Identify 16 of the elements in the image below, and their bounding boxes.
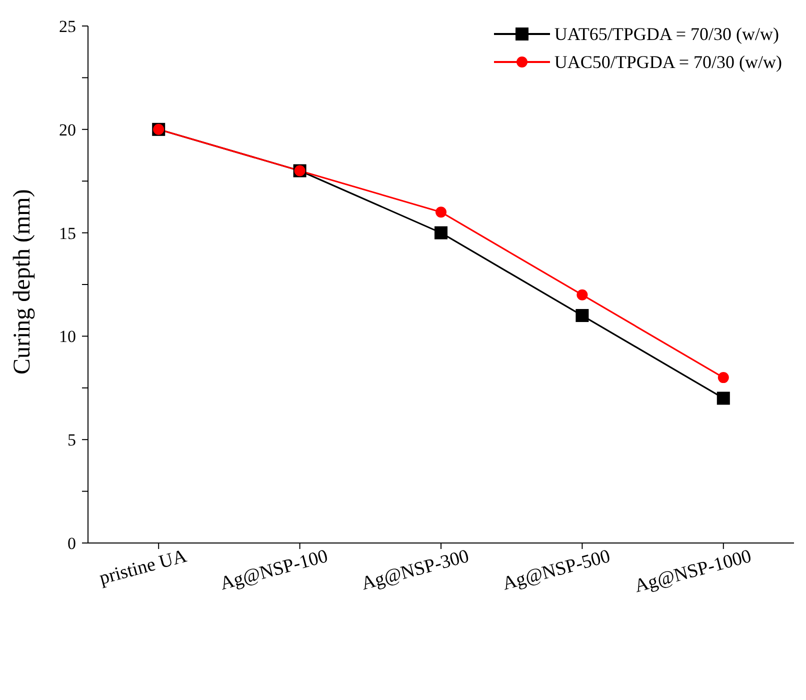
legend-label: UAC50/TPGDA = 70/30 (w/w) [554,52,782,72]
point [434,226,448,240]
point [716,392,730,405]
point [718,372,729,384]
y-tick-label: 15 [59,224,76,243]
point [576,289,588,300]
legend-label: UAT65/TPGDA = 70/30 (w/w) [554,24,779,44]
y-tick-label: 5 [68,430,76,450]
point [436,206,446,218]
point [576,309,589,322]
y-tick-label: 20 [59,120,76,140]
y-tick-label: 0 [68,534,76,553]
y-tick-label: 10 [59,327,76,346]
y-axis-title: Curing depth (mm) [10,189,36,374]
x-tick-label: pristine UA [97,546,190,590]
y-tick-label: 25 [59,17,76,36]
